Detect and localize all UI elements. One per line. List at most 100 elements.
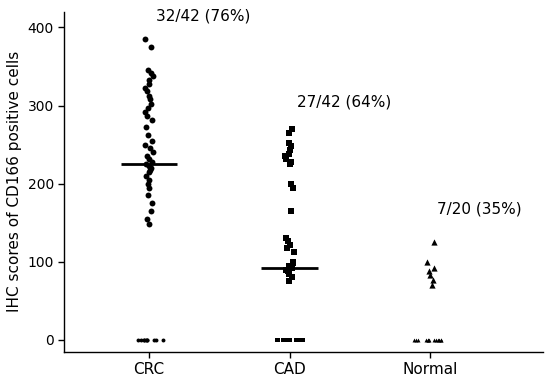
Point [287, 143, 295, 149]
Point [285, 263, 294, 269]
Point [411, 337, 420, 343]
Point [139, 337, 148, 343]
Point [142, 173, 151, 179]
Point [414, 337, 423, 343]
Point [287, 208, 295, 214]
Text: 32/42 (76%): 32/42 (76%) [156, 8, 250, 23]
Text: 7/20 (35%): 7/20 (35%) [437, 202, 522, 217]
Point [141, 337, 150, 343]
Point [287, 274, 296, 280]
Point [437, 337, 446, 343]
Text: 27/42 (64%): 27/42 (64%) [296, 94, 391, 109]
Point [137, 337, 146, 343]
Point [282, 235, 290, 242]
Point [143, 216, 152, 222]
Point [295, 337, 304, 343]
Point [146, 96, 155, 102]
Point [144, 177, 153, 183]
Point [283, 245, 292, 252]
Point [424, 337, 432, 343]
Point [428, 277, 437, 283]
Point [286, 242, 295, 248]
Point [145, 81, 153, 87]
Point [429, 265, 438, 271]
Point [141, 85, 150, 91]
Point [289, 249, 298, 255]
Point [424, 268, 433, 274]
Point [145, 221, 154, 227]
Point [437, 337, 446, 343]
Point [150, 337, 158, 343]
Point [282, 337, 291, 343]
Point [409, 337, 418, 343]
Point [152, 337, 161, 343]
Point [284, 268, 293, 274]
Point [288, 260, 297, 266]
Point [425, 337, 433, 343]
Point [422, 259, 431, 265]
Point [430, 337, 438, 343]
Point [298, 337, 307, 343]
Point [147, 200, 156, 206]
Y-axis label: IHC scores of CD166 positive cells: IHC scores of CD166 positive cells [7, 51, 22, 312]
Point [144, 184, 153, 190]
Point [140, 337, 149, 343]
Point [142, 88, 151, 94]
Point [426, 272, 434, 278]
Point [134, 337, 142, 343]
Point [287, 159, 296, 165]
Point [141, 161, 150, 167]
Point [291, 337, 300, 343]
Point [284, 140, 293, 146]
Point [142, 113, 151, 119]
Point [285, 147, 294, 153]
Point [281, 153, 290, 159]
Point [145, 77, 153, 83]
Point [141, 36, 150, 42]
Point [279, 337, 288, 343]
Point [287, 126, 296, 132]
Point [424, 337, 432, 343]
Point [147, 44, 156, 50]
Point [148, 116, 157, 122]
Point [144, 132, 153, 138]
Point [431, 337, 440, 343]
Point [295, 337, 304, 343]
Point [283, 337, 292, 343]
Point [143, 337, 152, 343]
Point [421, 337, 430, 343]
Point [284, 130, 293, 136]
Point [284, 337, 293, 343]
Point [274, 337, 283, 343]
Point [145, 146, 154, 152]
Point [285, 278, 294, 285]
Point [430, 239, 438, 245]
Point [280, 337, 289, 343]
Point [295, 337, 304, 343]
Point [146, 165, 155, 171]
Point [278, 337, 287, 343]
Point [144, 105, 152, 111]
Point [286, 337, 295, 343]
Point [148, 137, 157, 144]
Point [144, 67, 153, 73]
Point [284, 238, 293, 244]
Point [148, 149, 157, 156]
Point [158, 337, 167, 343]
Point [146, 167, 155, 173]
Point [145, 156, 153, 162]
Point [428, 282, 437, 288]
Point [143, 337, 152, 343]
Point [147, 208, 156, 214]
Point [435, 337, 444, 343]
Point [142, 153, 151, 159]
Point [287, 180, 296, 187]
Point [143, 192, 152, 199]
Point [289, 259, 298, 265]
Point [148, 159, 157, 165]
Point [288, 265, 297, 271]
Point [285, 161, 294, 167]
Point [141, 109, 150, 115]
Point [273, 337, 282, 343]
Point [282, 156, 290, 162]
